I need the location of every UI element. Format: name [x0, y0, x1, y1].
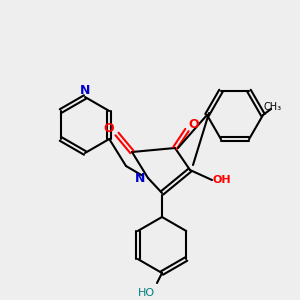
- Text: N: N: [80, 83, 90, 97]
- Text: O: O: [189, 118, 199, 131]
- Text: N: N: [135, 172, 145, 184]
- Text: HO: HO: [137, 288, 154, 298]
- Text: OH: OH: [213, 175, 231, 185]
- Text: O: O: [104, 122, 114, 136]
- Text: CH₃: CH₃: [264, 102, 282, 112]
